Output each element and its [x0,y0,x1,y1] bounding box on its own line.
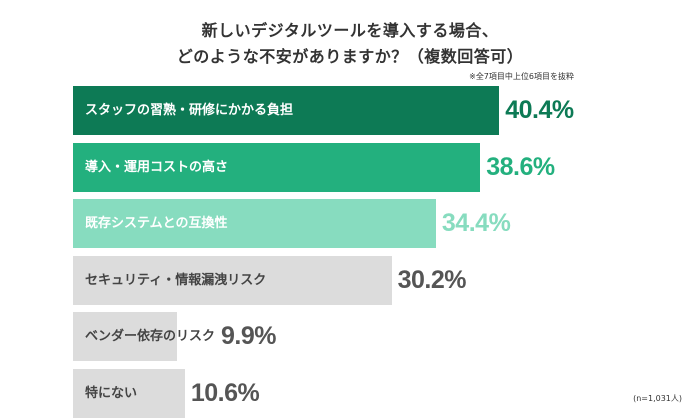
bar [73,199,436,248]
bar-category-label: 導入・運用コストの高さ [85,159,229,175]
chart-title-line1: 新しいデジタルツールを導入する場合、 [201,21,499,40]
chart-note: ※全7項目中上位6項目を抜粋 [469,72,574,81]
bar-value-label: 10.6% [190,378,260,407]
bar-category-label: 既存システムとの互換性 [85,216,228,231]
bar [73,255,392,305]
bar-value-label: 9.9% [221,322,276,350]
bar-category-label: ベンダー依存のリスク [85,329,216,344]
bar [73,312,178,361]
bar-value-label: 30.2% [397,265,467,294]
bar-value-label: 38.6% [486,152,555,181]
bar-value-label: 40.4% [505,96,574,124]
bar [73,368,185,418]
bar-category-label: 特にない [85,385,138,401]
bar-value-label: 34.4% [441,209,511,237]
bar [73,86,500,135]
bar [73,142,481,192]
sample-size: (n=1,031人) [633,394,682,403]
chart-title-line2: どのような不安がありますか？（複数回答可） [176,47,524,66]
bar-category-label: スタッフの習熟・研修にかかる負担 [85,103,294,118]
bar-category-label: セキュリティ・情報漏洩リスク [85,272,267,288]
